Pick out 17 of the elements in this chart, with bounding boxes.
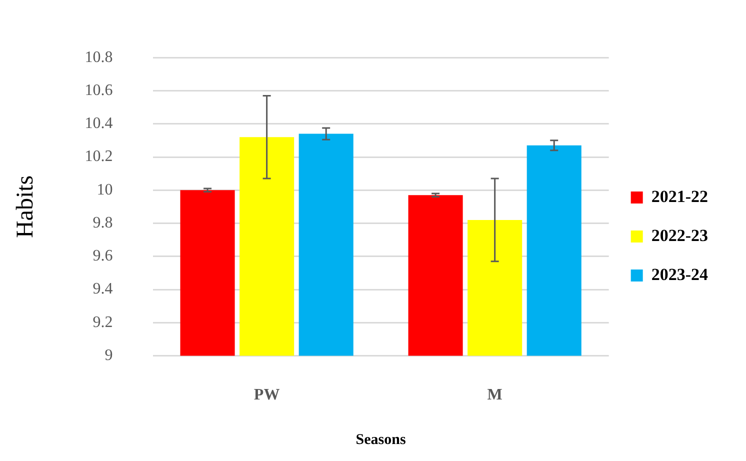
y-tick-label: 9.2 (92, 314, 113, 331)
y-tick-label: 9 (104, 347, 113, 364)
x-tick-label: M (487, 386, 502, 404)
y-tick-label: 10 (96, 181, 113, 198)
y-tick-label: 10.2 (84, 148, 113, 166)
legend-label: 2022-23 (651, 226, 708, 245)
y-axis-title: Habits (12, 175, 39, 238)
y-tick-label: 9.8 (92, 214, 113, 232)
y-tick-label: 10.6 (84, 82, 113, 99)
legend-label: 2023-24 (651, 264, 708, 284)
y-tick-label: 9.6 (92, 248, 113, 265)
x-axis-title: Seasons (356, 432, 406, 448)
y-tick-label: 10.8 (84, 48, 113, 66)
y-tick-label: 10.4 (84, 115, 113, 132)
x-tick-label: PW (254, 386, 280, 404)
legend-label: 2021-22 (651, 186, 708, 206)
y-tick-label: 9.4 (92, 280, 113, 298)
